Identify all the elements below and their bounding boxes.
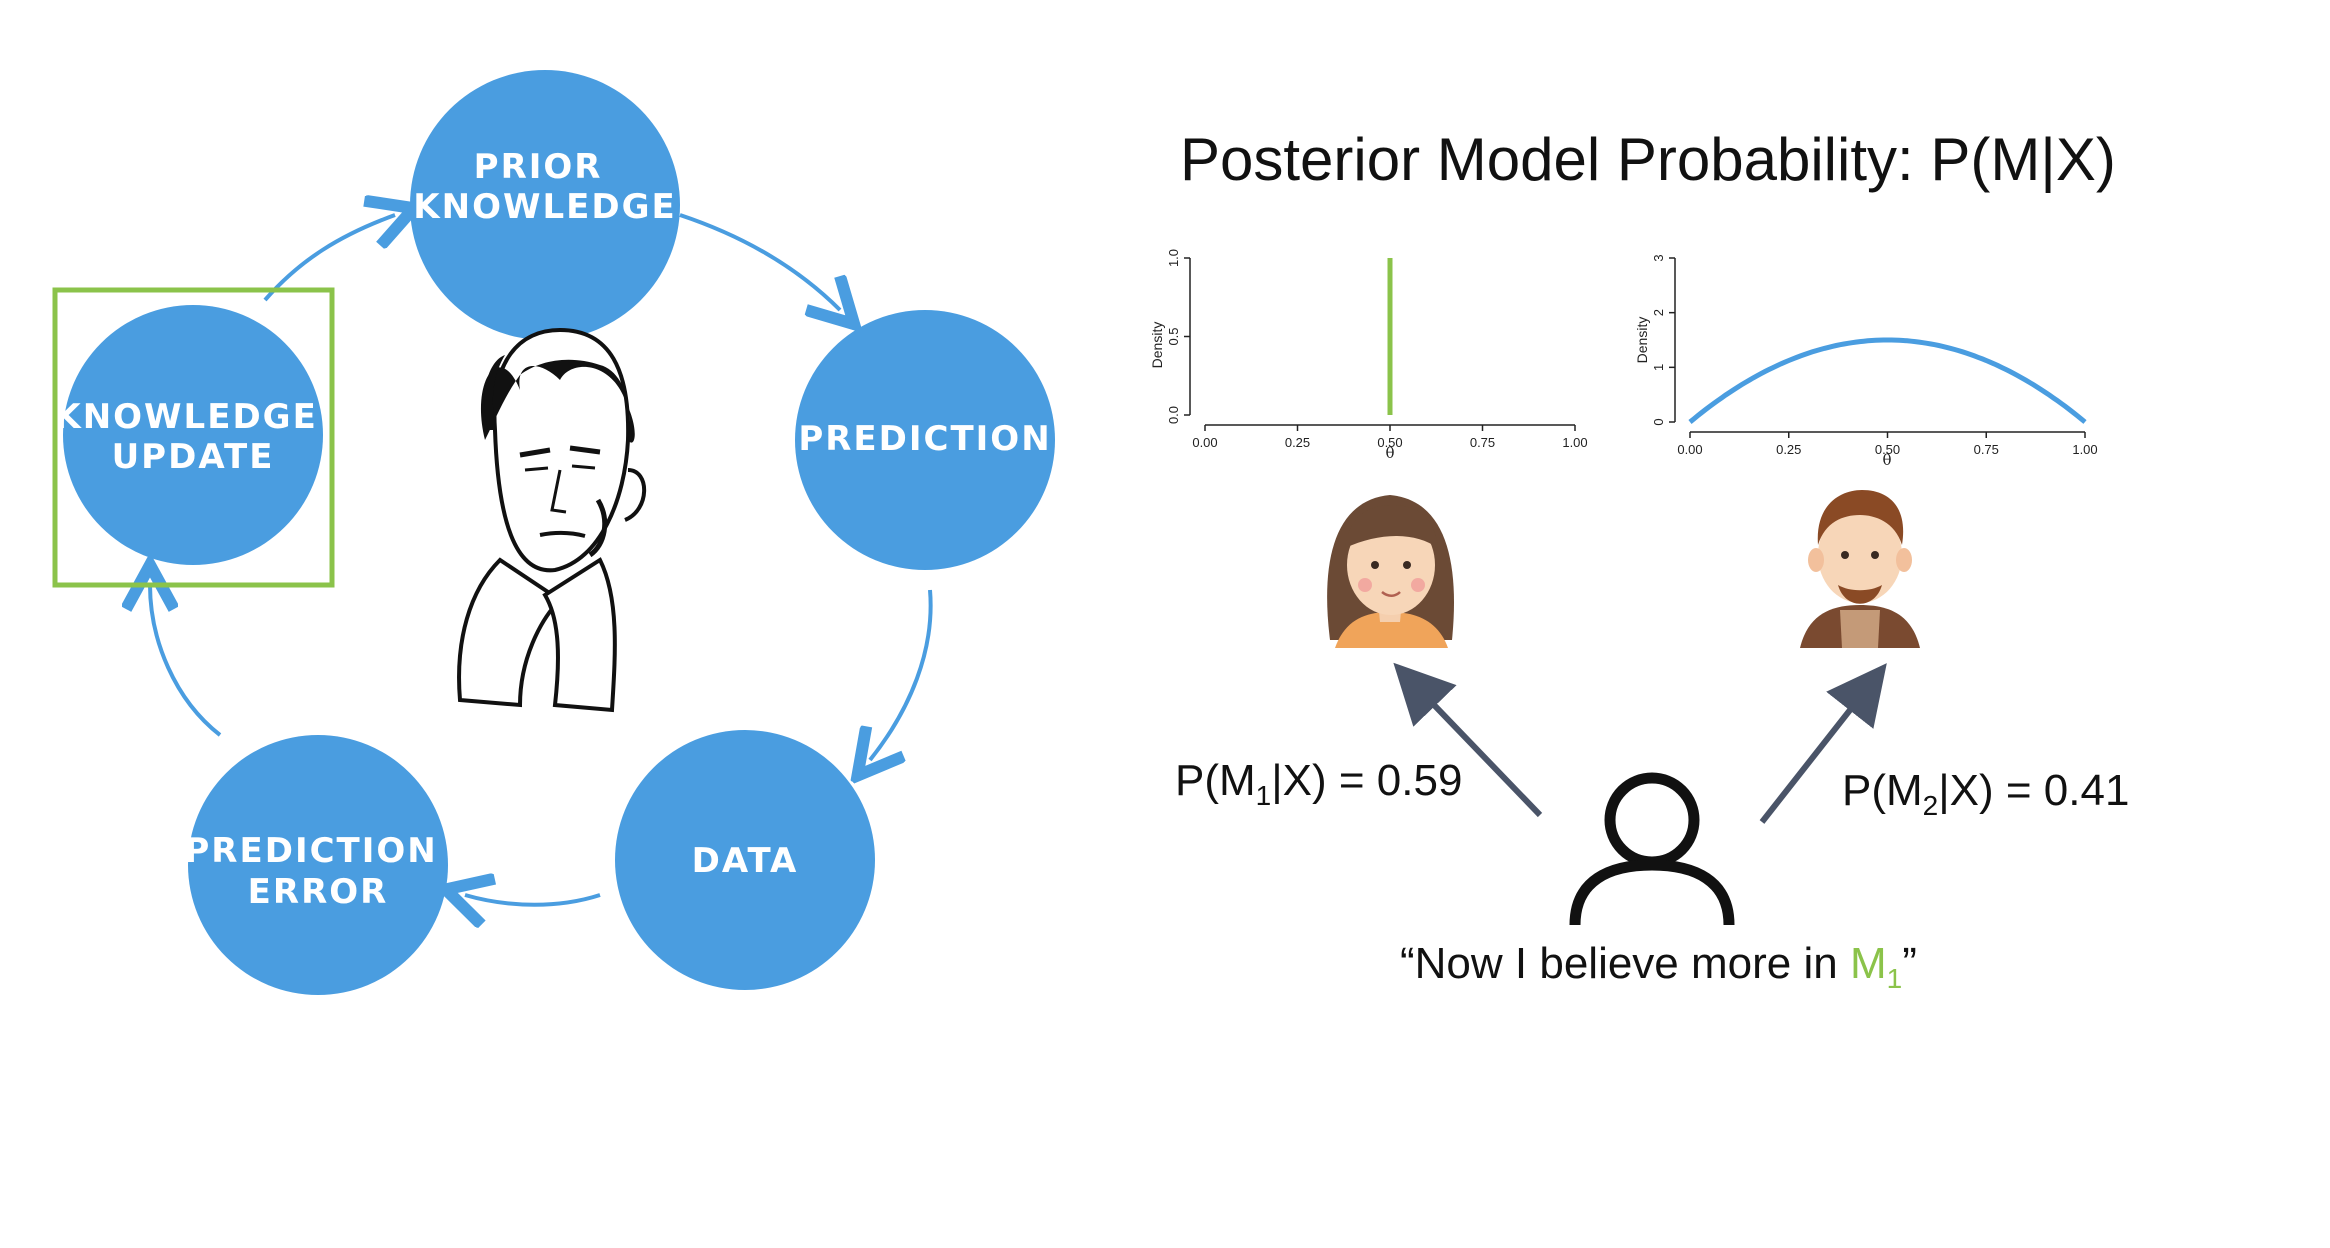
posterior-title: Posterior Model Probability: P(M|X) [1180, 126, 2116, 193]
woman-avatar-icon [1327, 495, 1455, 648]
arrow-prior-to-prediction [679, 213, 840, 310]
chart2-xlabel: θ [1882, 451, 1891, 469]
chart2-xtick-label: 0.25 [1776, 442, 1801, 457]
arrow-data-to-error [465, 895, 601, 905]
chart-model-2: 0.00 0.25 0.50 0.75 1.00 0 1 2 3 Density θ [1634, 254, 2098, 469]
knowledge-update-highlight [52, 287, 335, 588]
prediction-error-circle [188, 735, 448, 995]
model2-probability: P(M2|X) = 0.41 [1842, 766, 2129, 821]
scientist-portrait [457, 327, 647, 713]
chart2-ytick-label: 2 [1651, 309, 1666, 316]
model1-probability: P(M1|X) = 0.59 [1175, 756, 1462, 811]
chart2-ytick-label: 3 [1651, 254, 1666, 261]
knowledge-update-label: KNOWLEDGE UPDATE [54, 397, 331, 477]
arrow-prediction-to-data [870, 589, 933, 760]
learning-cycle: PRIOR KNOWLEDGE PREDICTION DATA PREDICTI… [52, 70, 1055, 995]
chart2-xtick-label: 0.75 [1974, 442, 1999, 457]
chart-model-1: 0.00 0.25 0.50 0.75 1.00 0.0 0.5 1.0 Density θ [1149, 249, 1588, 462]
chart1-ytick-label: 0.0 [1166, 406, 1181, 424]
chart2-ytick-label: 1 [1651, 364, 1666, 371]
chart1-xtick-label: 0.00 [1192, 435, 1217, 450]
chart1-xtick-label: 0.50 [1377, 435, 1402, 450]
prediction-error-label: PREDICTION ERROR [184, 831, 451, 912]
chart2-xtick-label: 0.50 [1875, 442, 1900, 457]
data-label: DATA [692, 841, 799, 881]
chart2-xtick-label: 0.00 [1677, 442, 1702, 457]
man-avatar-icon [1800, 490, 1920, 648]
prediction-label: PREDICTION [798, 419, 1051, 459]
arrow-error-to-update [150, 585, 222, 737]
chart1-ytick-label: 0.5 [1166, 327, 1181, 345]
prior-knowledge-label: PRIOR KNOWLEDGE [413, 147, 676, 227]
chart1-xtick-label: 0.25 [1285, 435, 1310, 450]
pointer-to-model-1 [1393, 662, 1543, 818]
prediction-circle [795, 310, 1055, 570]
chart1-xtick-label: 1.00 [1562, 435, 1587, 450]
person-icon [1569, 772, 1735, 926]
chart1-ytick-label: 1.0 [1166, 249, 1181, 267]
knowledge-update-circle [63, 305, 323, 565]
chart1-xtick-label: 0.75 [1470, 435, 1495, 450]
chart1-xlabel: θ [1385, 444, 1394, 462]
chart2-ylabel: Density [1634, 317, 1650, 364]
pointer-to-model-2 [1759, 663, 1887, 824]
arrow-update-to-prior [263, 215, 395, 302]
prior-knowledge-circle [410, 70, 680, 340]
data-circle [615, 730, 875, 990]
chart2-ytick-label: 0 [1651, 418, 1666, 425]
chart1-ylabel: Density [1149, 322, 1165, 369]
chart2-series-line [1688, 337, 2087, 424]
chart2-xtick-label: 1.00 [2072, 442, 2097, 457]
belief-quote: “Now I believe more in M1” [1400, 939, 1917, 994]
